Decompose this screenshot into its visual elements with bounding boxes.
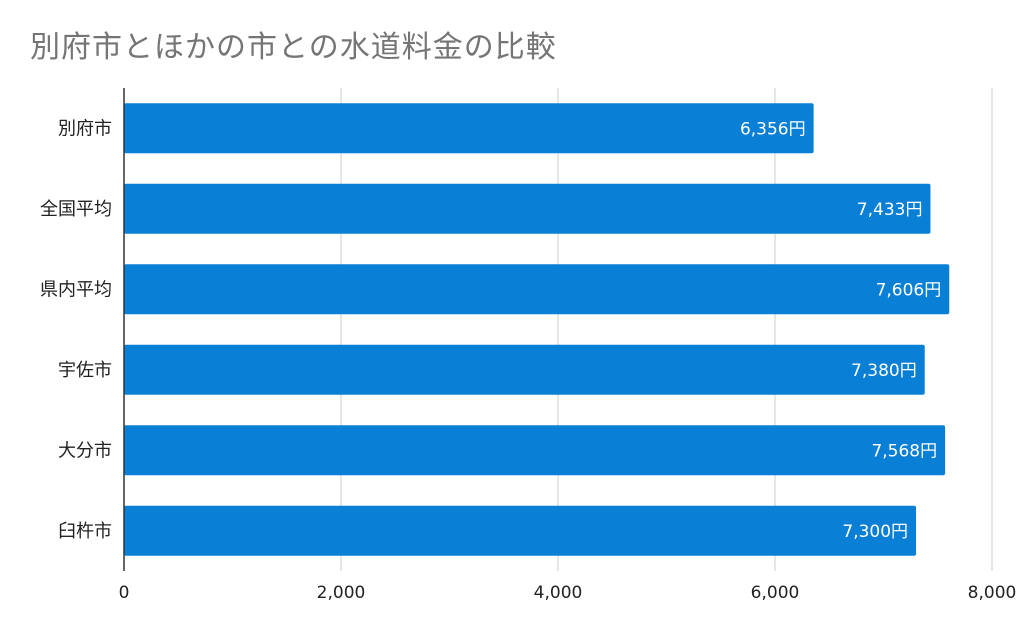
category-label: 大分市: [58, 440, 112, 461]
chart-title: 別府市とほかの市との水道料金の比較: [30, 30, 557, 65]
grid-lines: [340, 88, 993, 571]
category-label: 全国平均: [40, 199, 112, 220]
x-tick-label: 2,000: [317, 583, 366, 603]
data-label: 7,380円: [851, 361, 917, 381]
category-label: 宇佐市: [58, 360, 112, 381]
x-tick-label: 4,000: [534, 583, 583, 603]
category-label: 臼杵市: [58, 521, 112, 542]
data-label: 7,568円: [871, 441, 937, 461]
category-label: 別府市: [58, 118, 112, 139]
bar: [124, 505, 917, 556]
x-tick-label: 0: [119, 583, 130, 603]
data-label: 7,606円: [876, 280, 942, 300]
category-label: 県内平均: [40, 279, 112, 300]
x-tick-label: 8,000: [968, 583, 1017, 603]
bars: 6,356円 7,433円 7,606円 7,380円 7,568円 7,300円: [124, 103, 950, 556]
x-axis-tick-labels: 0 2,000 4,000 6,000 8,000: [119, 583, 1017, 603]
bar: [124, 425, 946, 476]
data-label: 7,433円: [857, 200, 923, 220]
bar: [124, 264, 950, 315]
data-label: 6,356円: [740, 119, 806, 139]
bar: [124, 183, 931, 234]
bar: [124, 103, 814, 154]
bar: [124, 344, 925, 395]
x-tick-label: 6,000: [751, 583, 800, 603]
data-label: 7,300円: [842, 522, 908, 542]
